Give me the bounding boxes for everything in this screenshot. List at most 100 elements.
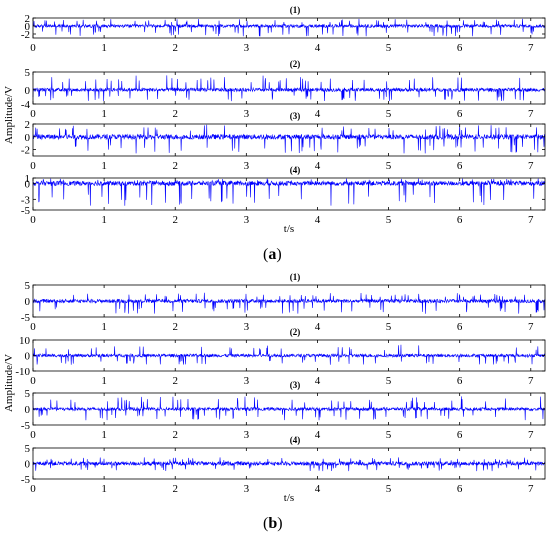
subplot-title: (2) (290, 59, 301, 69)
x-tick-label: 3 (244, 375, 250, 387)
x-tick-label: 4 (315, 108, 321, 120)
x-tick-label: 7 (528, 375, 534, 387)
figure-a-caption: (a) (263, 246, 282, 263)
x-tick-label: 1 (101, 321, 107, 333)
x-tick-label: 3 (244, 483, 250, 495)
x-tick-label: 2 (172, 483, 178, 495)
y-tick-label: 0 (25, 296, 31, 308)
y-axis-label: Amplitude/V (3, 354, 15, 412)
subplot-title: (3) (290, 380, 301, 390)
x-tick-label: 3 (244, 42, 250, 54)
x-tick-label: 3 (244, 429, 250, 441)
x-tick-label: 5 (386, 375, 392, 387)
x-tick-label: 1 (101, 42, 107, 54)
x-tick-label: 0 (30, 108, 36, 120)
y-tick-label: -10 (15, 366, 30, 378)
x-tick-label: 4 (315, 483, 321, 495)
x-tick-label: 6 (457, 375, 463, 387)
y-tick-label: -5 (21, 312, 31, 324)
x-tick-label: 5 (386, 321, 392, 333)
x-tick-label: 6 (457, 160, 463, 172)
x-tick-label: 7 (528, 483, 534, 495)
y-tick-label: 5 (25, 67, 31, 79)
x-tick-label: 5 (386, 214, 392, 226)
axes-frame (32, 177, 546, 211)
subplot-title: (4) (290, 435, 301, 445)
x-tick-label: 4 (315, 42, 321, 54)
x-tick-label: 1 (101, 375, 107, 387)
x-axis-label: t/s (284, 223, 294, 235)
x-tick-label: 3 (244, 160, 250, 172)
subplot-title: (2) (290, 327, 301, 337)
y-tick-label: 2 (25, 13, 31, 25)
subplot-title: (1) (290, 272, 301, 282)
subplot-title: (4) (290, 165, 301, 175)
signal-series (32, 18, 546, 37)
x-tick-label: 1 (101, 214, 107, 226)
x-tick-label: 4 (315, 214, 321, 226)
y-tick-label: -2 (21, 29, 30, 41)
x-tick-label: 3 (244, 214, 250, 226)
signal-series (32, 396, 546, 421)
y-tick-label: 10 (19, 335, 31, 347)
y-tick-label: 5 (25, 388, 31, 400)
x-tick-label: 5 (386, 483, 392, 495)
x-tick-label: 2 (172, 429, 178, 441)
y-tick-label: -5 (21, 205, 31, 217)
x-tick-label: 0 (30, 42, 36, 54)
x-tick-label: 2 (172, 160, 178, 172)
y-axis-label: Amplitude/V (3, 86, 15, 144)
signal-series (32, 344, 546, 365)
x-tick-label: 5 (386, 108, 392, 120)
y-tick-label: -2 (21, 145, 30, 157)
signal-series (32, 292, 546, 314)
x-tick-label: 7 (528, 429, 534, 441)
x-tick-label: 0 (30, 214, 36, 226)
x-tick-label: 0 (30, 429, 36, 441)
x-tick-label: 4 (315, 321, 321, 333)
y-tick-label: 0 (25, 178, 31, 190)
x-tick-label: 2 (172, 42, 178, 54)
x-axis-label: t/s (284, 492, 294, 504)
y-tick-label: 0 (25, 132, 31, 144)
x-tick-label: 2 (172, 214, 178, 226)
y-tick-label: 2 (25, 119, 31, 131)
x-tick-label: 3 (244, 108, 250, 120)
y-tick-label: 5 (25, 280, 31, 292)
y-tick-label: -3 (21, 194, 31, 206)
y-tick-label: -5 (21, 474, 31, 486)
x-tick-label: 5 (386, 42, 392, 54)
x-tick-label: 4 (315, 429, 321, 441)
x-tick-label: 7 (528, 42, 534, 54)
x-tick-label: 2 (172, 375, 178, 387)
signal-series (32, 178, 546, 206)
y-tick-label: 1 (25, 173, 31, 185)
x-tick-label: 6 (457, 483, 463, 495)
x-tick-label: 6 (457, 321, 463, 333)
x-tick-label: 1 (101, 108, 107, 120)
x-tick-label: 6 (457, 42, 463, 54)
x-tick-label: 5 (386, 429, 392, 441)
x-tick-label: 0 (30, 160, 36, 172)
x-tick-label: 0 (30, 483, 36, 495)
axes-frame (32, 17, 546, 39)
subplot-title: (1) (290, 5, 301, 15)
x-tick-label: 5 (386, 160, 392, 172)
x-tick-label: 2 (172, 321, 178, 333)
axes-frame (32, 123, 546, 157)
x-tick-label: 7 (528, 214, 534, 226)
subplot-title: (3) (290, 111, 301, 121)
figure-b-caption: (b) (263, 515, 283, 532)
signal-series (32, 124, 546, 154)
x-tick-label: 4 (315, 160, 321, 172)
x-tick-label: 7 (528, 108, 534, 120)
y-tick-label: -5 (21, 420, 31, 432)
y-tick-label: 0 (25, 21, 31, 33)
x-tick-label: 4 (315, 375, 321, 387)
axes-frame (32, 71, 546, 105)
x-tick-label: 7 (528, 160, 534, 172)
y-tick-label: -4 (21, 99, 31, 111)
y-tick-label: 5 (25, 443, 31, 455)
y-tick-label: 0 (25, 85, 31, 97)
